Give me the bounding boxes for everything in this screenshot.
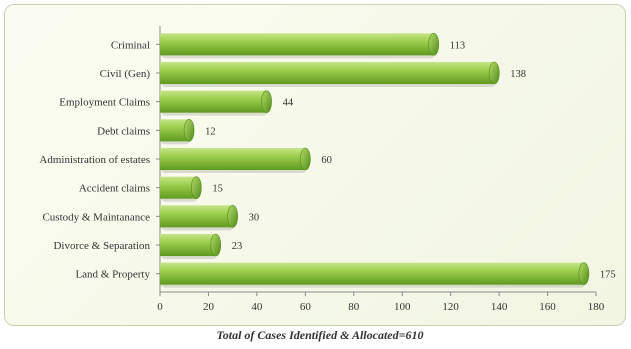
value-label: 60: [321, 155, 332, 166]
bar: [160, 119, 190, 142]
value-label: 138: [510, 69, 526, 80]
value-label: 23: [232, 241, 243, 252]
bar: [160, 262, 584, 285]
category-label: Debt claims: [97, 125, 150, 137]
bar: [160, 176, 197, 199]
value-label: 175: [600, 270, 616, 281]
bar: [160, 148, 306, 170]
bar-end-cap: [578, 262, 590, 285]
bar-end-cap: [300, 147, 311, 171]
category-label: Divorce & Separation: [53, 240, 150, 252]
value-label: 15: [212, 184, 223, 195]
x-tick-label: 0: [157, 301, 163, 313]
bar: [160, 62, 495, 84]
x-tick-label: 40: [251, 301, 263, 313]
bar-end-cap: [261, 90, 272, 113]
bar-end-cap: [191, 176, 202, 199]
category-label: Accident claims: [79, 183, 150, 195]
category-label: Administration of estates: [39, 154, 150, 166]
bar: [160, 205, 233, 228]
bar-end-cap: [183, 119, 195, 142]
value-label: 113: [450, 40, 465, 51]
bar-end-cap: [488, 61, 500, 85]
bar: [160, 33, 434, 56]
bar-end-cap: [227, 205, 238, 228]
bar-end-cap: [210, 233, 222, 257]
x-tick-label: 80: [348, 301, 360, 313]
category-label: Custody & Maintanance: [42, 211, 150, 223]
category-label: Employment Claims: [59, 97, 150, 109]
bar: [160, 90, 267, 113]
value-label: 12: [205, 126, 216, 137]
x-tick-label: 140: [491, 301, 508, 313]
x-tick-label: 60: [300, 301, 312, 313]
category-label: Criminal: [111, 39, 150, 51]
value-label: 44: [283, 98, 294, 109]
x-tick-label: 20: [203, 301, 215, 313]
value-label: 30: [249, 212, 260, 223]
x-tick-label: 120: [442, 301, 459, 313]
bar: [160, 234, 216, 256]
chart-caption: Total of Cases Identified & Allocated=61…: [216, 328, 424, 342]
x-tick-label: 100: [394, 301, 411, 313]
category-label: Land & Property: [75, 269, 150, 281]
bar-end-cap: [428, 33, 440, 56]
x-tick-label: 160: [539, 301, 556, 313]
x-tick-label: 180: [588, 301, 605, 313]
category-label: Civil (Gen): [100, 68, 151, 80]
